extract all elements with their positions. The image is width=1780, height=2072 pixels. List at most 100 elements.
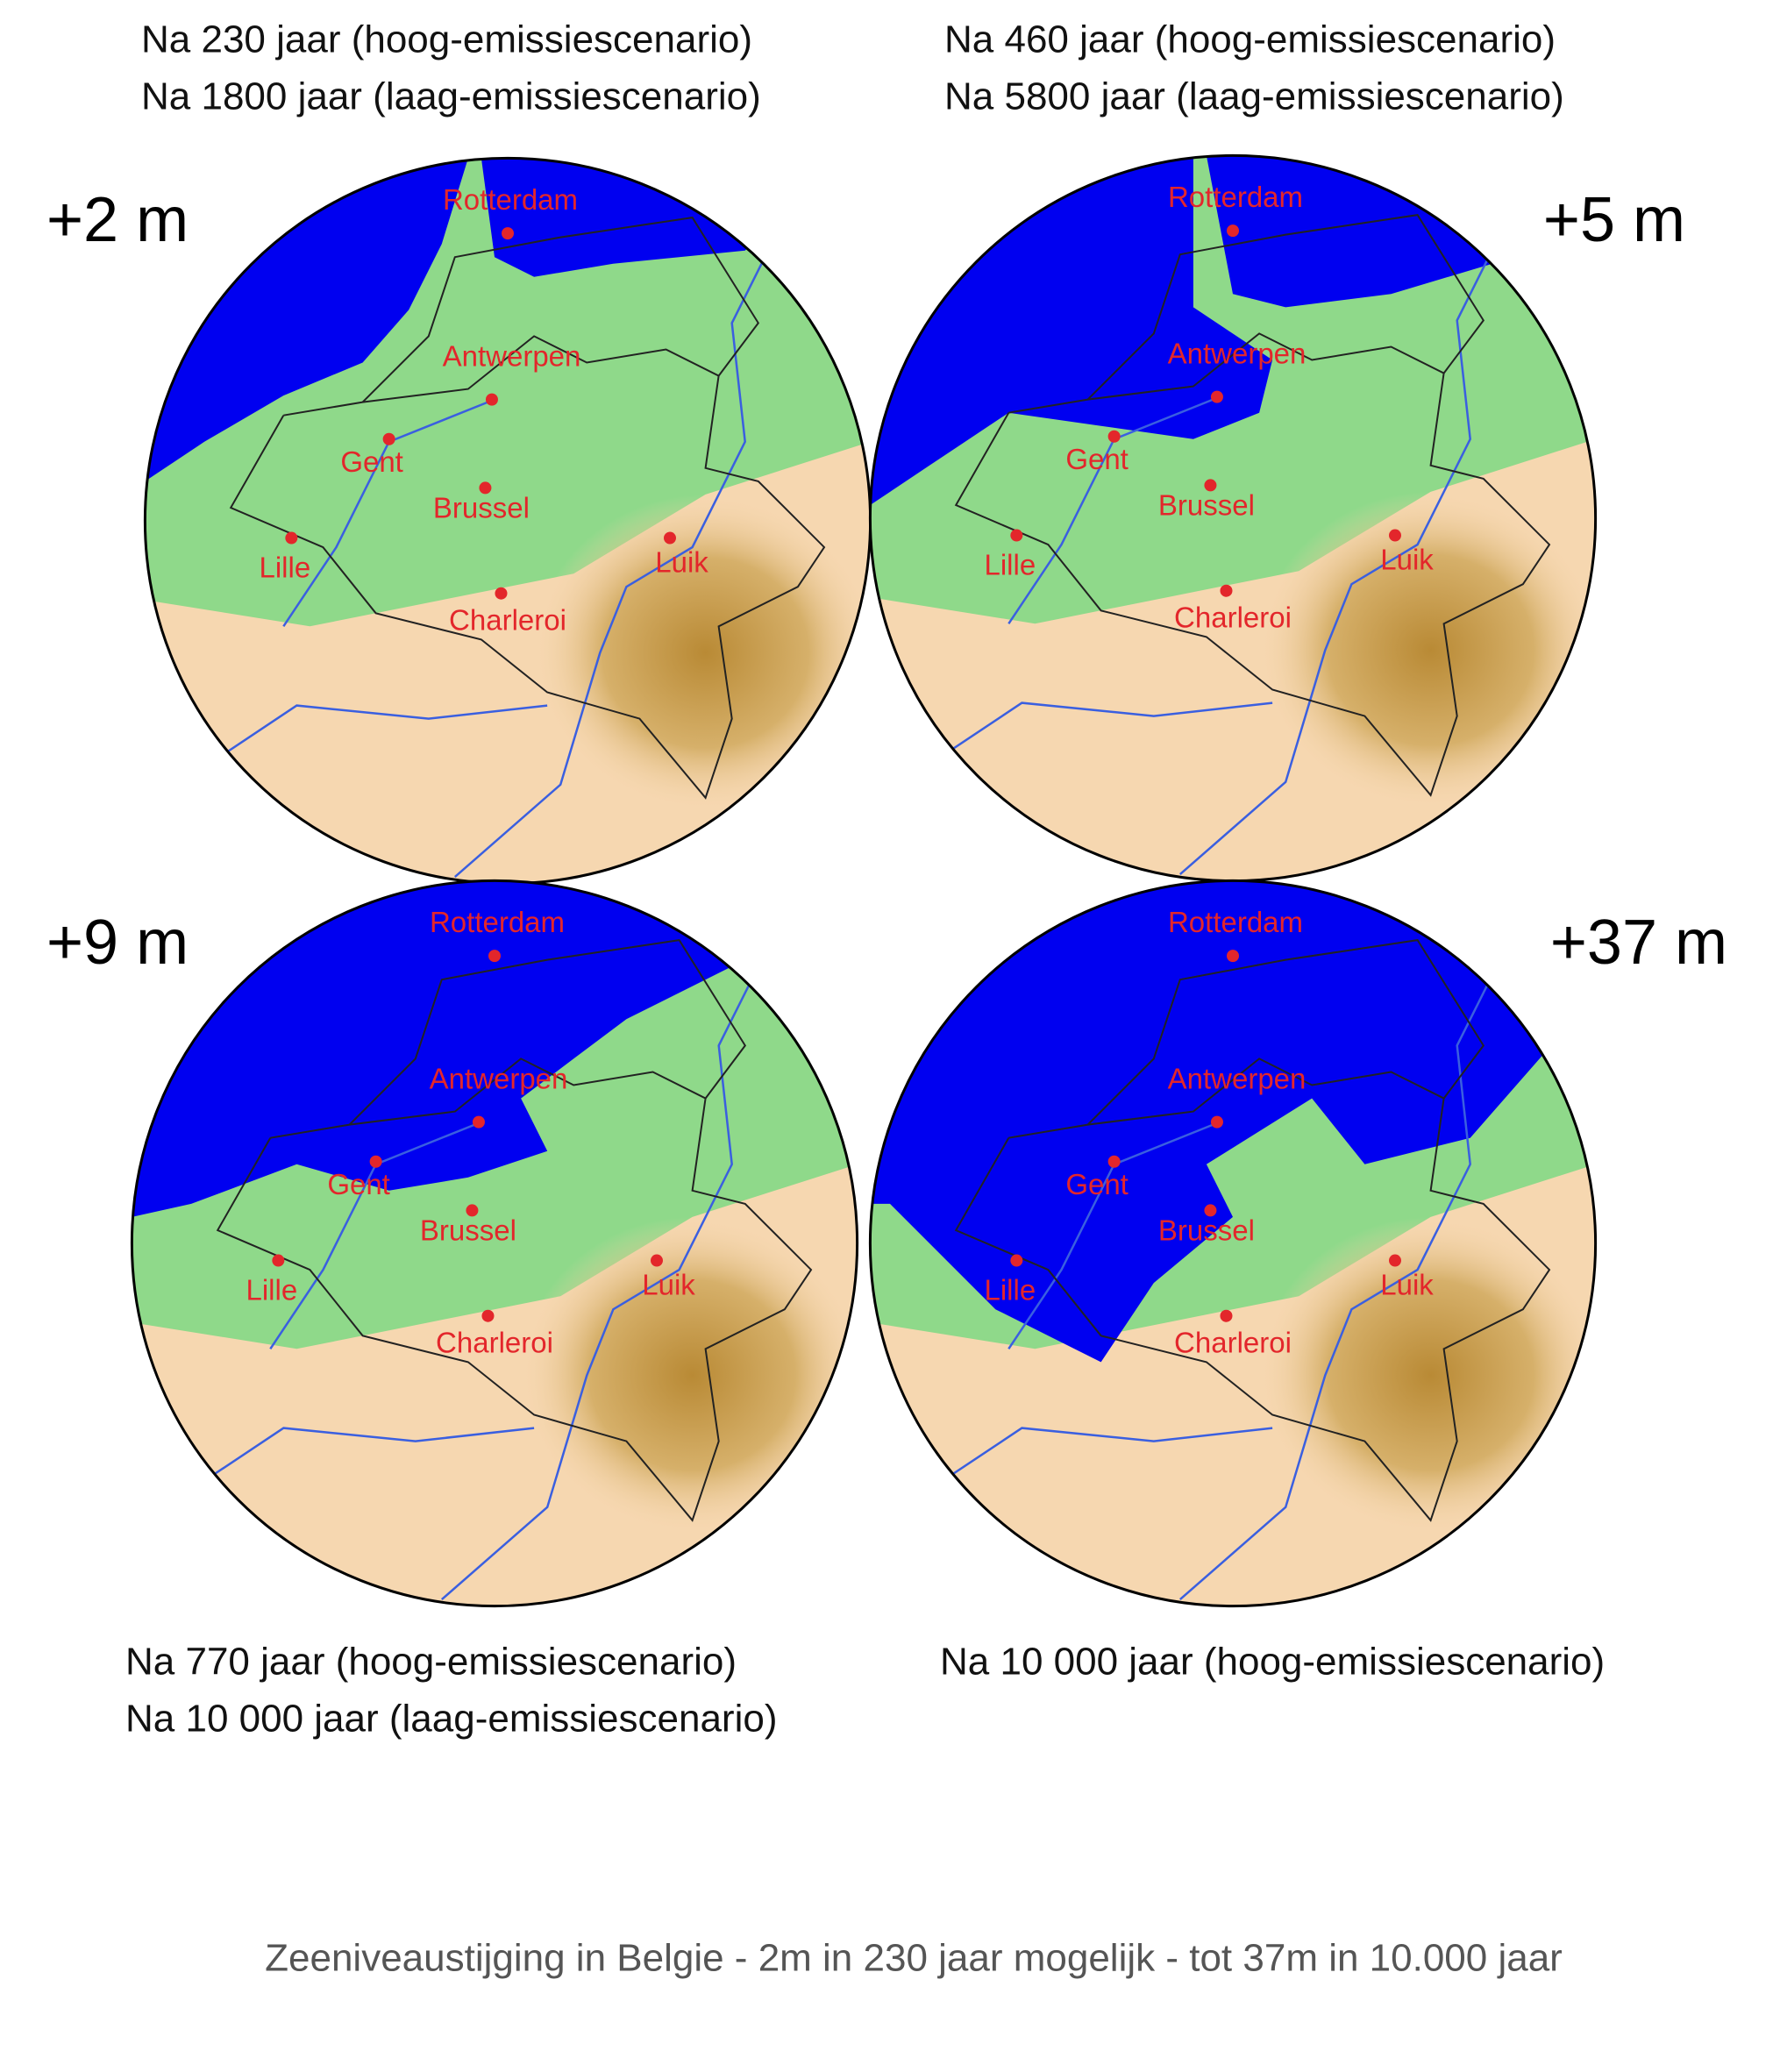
footer-caption: Zeeniveaustijging in Belgie - 2m in 230 … [265, 1937, 1563, 1980]
river [1007, 398, 1214, 624]
border [361, 217, 760, 403]
city-dot [479, 481, 492, 495]
city-label: Gent [327, 1168, 390, 1200]
city-label: Charleroi [449, 604, 566, 637]
city-dot [369, 1155, 382, 1168]
city-label: Lille [246, 1273, 297, 1306]
city-dot [285, 531, 298, 545]
sea-level-label: +37 m [1550, 908, 1727, 978]
river [440, 965, 759, 1601]
city-dot [1010, 529, 1023, 542]
hills [534, 494, 871, 811]
map-panel: Rotterdam Antwerpen Gent Brussel Lille Luik Ch… [868, 153, 1598, 883]
flooded-area [132, 880, 858, 1217]
city-label: Gent [1065, 1168, 1129, 1200]
hills [1259, 1216, 1596, 1534]
panel-caption: Na 770 jaar (hoog-emissiescenario) [125, 1641, 737, 1684]
city-dot [663, 531, 676, 545]
panel-caption: Na 230 jaar (hoog-emissiescenario) [141, 18, 752, 61]
river [1178, 240, 1498, 876]
panel-caption: Na 1800 jaar (laag-emissiescenario) [141, 75, 761, 118]
city-label: Gent [340, 445, 403, 478]
city-dot [1107, 1155, 1121, 1168]
map-layers [870, 155, 1596, 881]
border [954, 332, 1551, 797]
city-label: Brussel [1158, 1214, 1255, 1247]
city-dot [1220, 1309, 1233, 1322]
city-dot [1388, 1254, 1401, 1267]
city-dot [495, 587, 508, 600]
panel-caption: Na 460 jaar (hoog-emissiescenario) [944, 18, 1556, 61]
city-dot [1210, 1115, 1223, 1129]
hills [1259, 491, 1596, 808]
river [902, 1427, 1273, 1508]
city-dot [1204, 1204, 1217, 1217]
river [902, 701, 1273, 783]
hills [521, 1216, 858, 1534]
city-label: Luik [1380, 1268, 1434, 1300]
panel-caption: Na 10 000 jaar (hoog-emissiescenario) [940, 1641, 1605, 1684]
city-label: Rotterdam [443, 183, 578, 216]
city-label: Lille [984, 1273, 1036, 1306]
city-dot [1210, 390, 1223, 403]
city-dot [1388, 529, 1401, 542]
city-label: Antwerpen [430, 1063, 568, 1095]
map-layers [145, 158, 871, 884]
city-dot [502, 227, 514, 240]
city-dot [1204, 479, 1217, 492]
city-label: Charleroi [1174, 1327, 1292, 1359]
city-dot [272, 1254, 285, 1267]
panel-caption: Na 5800 jaar (laag-emissiescenario) [944, 75, 1564, 118]
city-label: Lille [984, 548, 1036, 580]
sea-level-label: +2 m [46, 185, 189, 255]
city-label: Luik [655, 545, 708, 578]
city-label: Rotterdam [430, 906, 565, 938]
city-dot [1220, 584, 1233, 597]
river [1007, 1123, 1214, 1349]
city-label: Charleroi [1174, 602, 1292, 634]
border [954, 1057, 1551, 1522]
city-dot [472, 1115, 485, 1129]
city-label: Antwerpen [1168, 1063, 1307, 1095]
city-label: Brussel [433, 492, 530, 524]
city-label: Lille [259, 551, 310, 583]
map-panel: Rotterdam Antwerpen Gent Brussel Lille Luik Ch… [143, 156, 872, 886]
map-panel: Rotterdam Antwerpen Gent Brussel Lille Luik Ch… [868, 879, 1598, 1608]
panel-caption: Na 10 000 jaar (laag-emissiescenario) [125, 1698, 777, 1741]
map-outline [868, 879, 1598, 1608]
city-dot [1227, 950, 1239, 963]
city-dot [1010, 1254, 1023, 1267]
river [269, 1123, 475, 1349]
river [177, 704, 548, 786]
border [348, 939, 747, 1126]
city-label: Antwerpen [443, 340, 581, 373]
river [1178, 965, 1498, 1601]
sea-level-label: +9 m [46, 908, 189, 978]
city-label: Luik [1380, 543, 1434, 575]
city-label: Brussel [1158, 489, 1255, 522]
map-panel: Rotterdam Antwerpen Gent Brussel Lille Luik Ch… [130, 879, 859, 1608]
city-label: Gent [1065, 443, 1129, 475]
city-dot [485, 393, 498, 406]
river [453, 243, 773, 879]
city-label: Antwerpen [1168, 338, 1307, 370]
city-dot [1227, 224, 1239, 238]
city-dot [382, 432, 395, 445]
river [164, 1427, 535, 1508]
border [216, 1057, 813, 1522]
map-layers [870, 880, 1596, 1606]
city-dot [488, 950, 501, 963]
city-dot [481, 1309, 495, 1322]
map-outline [130, 879, 859, 1608]
river [282, 401, 488, 627]
city-label: Rotterdam [1168, 181, 1303, 213]
border [1086, 214, 1485, 401]
map-layers [132, 880, 858, 1606]
sea-level-label: +5 m [1543, 185, 1685, 255]
city-label: Charleroi [436, 1327, 553, 1359]
border [229, 335, 826, 800]
city-dot [1107, 430, 1121, 443]
border [1086, 939, 1485, 1126]
city-dot [650, 1254, 663, 1267]
